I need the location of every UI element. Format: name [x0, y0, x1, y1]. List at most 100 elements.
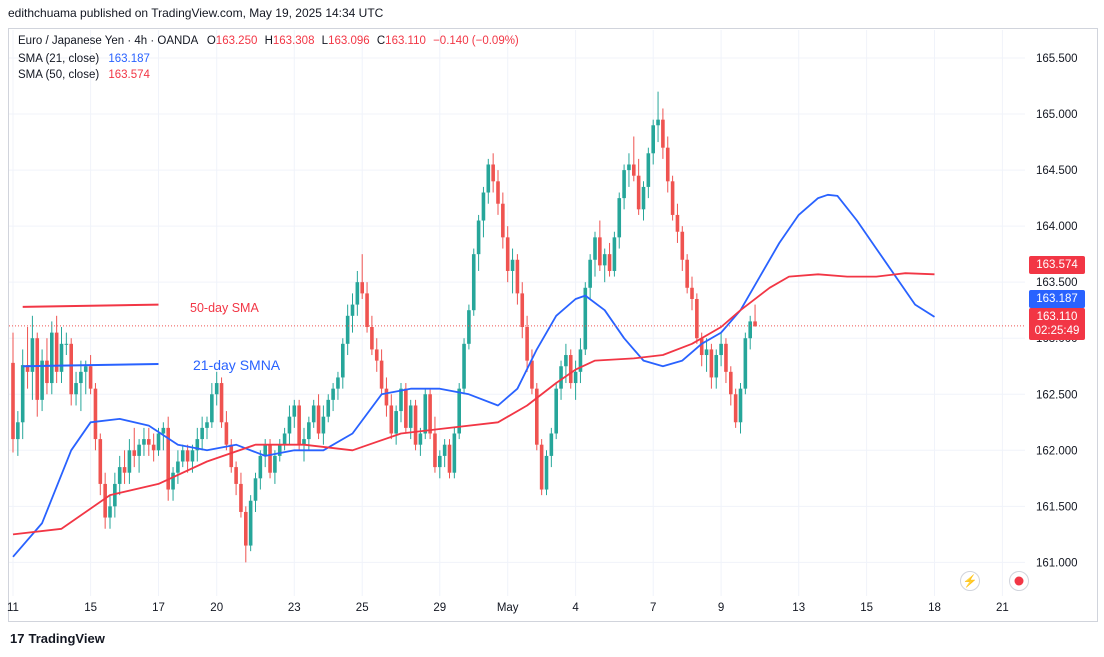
candle-body — [282, 433, 287, 445]
candle-body — [695, 298, 699, 339]
candle — [738, 383, 743, 434]
x-tick-label: May — [497, 602, 519, 614]
candle — [360, 254, 364, 299]
candle-body — [559, 366, 563, 389]
candle-body — [404, 388, 408, 428]
legend-open: 163.250 — [215, 35, 258, 47]
tradingview-footer[interactable]: 17 TradingView — [10, 631, 105, 646]
candle-body — [326, 399, 331, 417]
candle-body — [467, 310, 471, 344]
candle — [578, 338, 583, 384]
candle-body — [680, 231, 685, 260]
candle — [525, 315, 529, 372]
candle-body — [447, 444, 452, 473]
candle-body — [704, 349, 709, 356]
candle-body — [263, 444, 267, 456]
candle-body — [234, 467, 238, 484]
candle — [292, 399, 297, 428]
candle — [79, 360, 83, 412]
candle — [583, 282, 588, 356]
candle — [733, 388, 738, 428]
record-icon[interactable] — [1009, 571, 1029, 591]
candle-body — [365, 293, 369, 328]
candle — [471, 248, 476, 316]
candle — [11, 332, 15, 453]
y-tick-label: 165.000 — [1036, 109, 1078, 121]
candle — [341, 338, 345, 389]
candle-body — [59, 343, 64, 372]
candle-body — [520, 293, 525, 328]
candle-body — [408, 405, 413, 428]
candle-body — [122, 467, 127, 473]
annotation-line[interactable] — [22, 303, 159, 308]
candle-body — [297, 405, 301, 445]
candle — [462, 338, 466, 395]
candle — [161, 422, 166, 451]
candle — [743, 332, 748, 395]
candle — [379, 349, 384, 395]
candle-body — [93, 388, 98, 440]
candle — [239, 472, 243, 518]
candle — [428, 388, 432, 440]
y-tick-label: 163.500 — [1036, 277, 1078, 289]
candle — [195, 427, 200, 462]
candle — [59, 327, 64, 384]
x-tick-label: 15 — [84, 602, 97, 614]
candle — [69, 338, 73, 406]
candle-body — [457, 388, 461, 434]
candle — [535, 383, 539, 451]
candle-body — [69, 343, 73, 395]
candle — [724, 338, 728, 384]
legend-sma21[interactable]: SMA (21, close) 163.187 — [18, 53, 150, 65]
candle — [331, 383, 335, 412]
candle — [365, 282, 369, 333]
legend-symbol-text: Euro / Japanese Yen · 4h · OANDA — [18, 35, 198, 47]
candle — [200, 416, 204, 451]
candle — [399, 383, 403, 423]
candle — [690, 276, 694, 311]
candle-body — [292, 405, 297, 417]
candle-body — [748, 321, 752, 339]
candle-body — [374, 349, 379, 361]
candle-body — [277, 444, 282, 456]
legend-sma21-value: 163.187 — [108, 53, 150, 65]
candle-body — [384, 388, 389, 406]
candle — [593, 231, 597, 277]
bar-countdown: 02:25:49 — [1034, 325, 1080, 337]
chart-frame[interactable] — [8, 28, 1098, 622]
candle — [20, 349, 25, 440]
candle-body — [117, 467, 122, 484]
candle — [25, 327, 30, 389]
candle — [108, 495, 112, 529]
legend-sma50[interactable]: SMA (50, close) 163.574 — [18, 69, 150, 81]
lightning-icon[interactable]: ⚡ — [960, 571, 980, 591]
candle-body — [176, 461, 180, 473]
candle-body — [413, 405, 418, 445]
candle — [452, 427, 457, 479]
legend-symbol[interactable]: Euro / Japanese Yen · 4h · OANDA O163.25… — [18, 35, 519, 47]
candle — [685, 254, 689, 294]
sma-line — [12, 193, 935, 558]
candle-body — [229, 444, 234, 468]
candle-body — [578, 349, 583, 372]
candle-body — [544, 455, 549, 490]
candle — [719, 332, 723, 367]
candle — [447, 439, 452, 479]
y-tick-label: 161.000 — [1036, 557, 1078, 569]
candle — [704, 338, 709, 372]
y-tick-label: 164.500 — [1036, 165, 1078, 177]
candle — [166, 416, 170, 501]
candle — [229, 439, 234, 473]
candle-body — [74, 383, 78, 395]
annotation-line[interactable] — [22, 362, 159, 368]
candle-body — [646, 153, 651, 187]
candle — [404, 383, 408, 434]
candle — [350, 293, 355, 333]
candle-body — [656, 119, 660, 126]
candle — [345, 304, 350, 356]
candle — [113, 472, 117, 518]
legend-high: 163.308 — [272, 35, 315, 47]
candle — [224, 411, 229, 451]
candle — [476, 214, 481, 271]
